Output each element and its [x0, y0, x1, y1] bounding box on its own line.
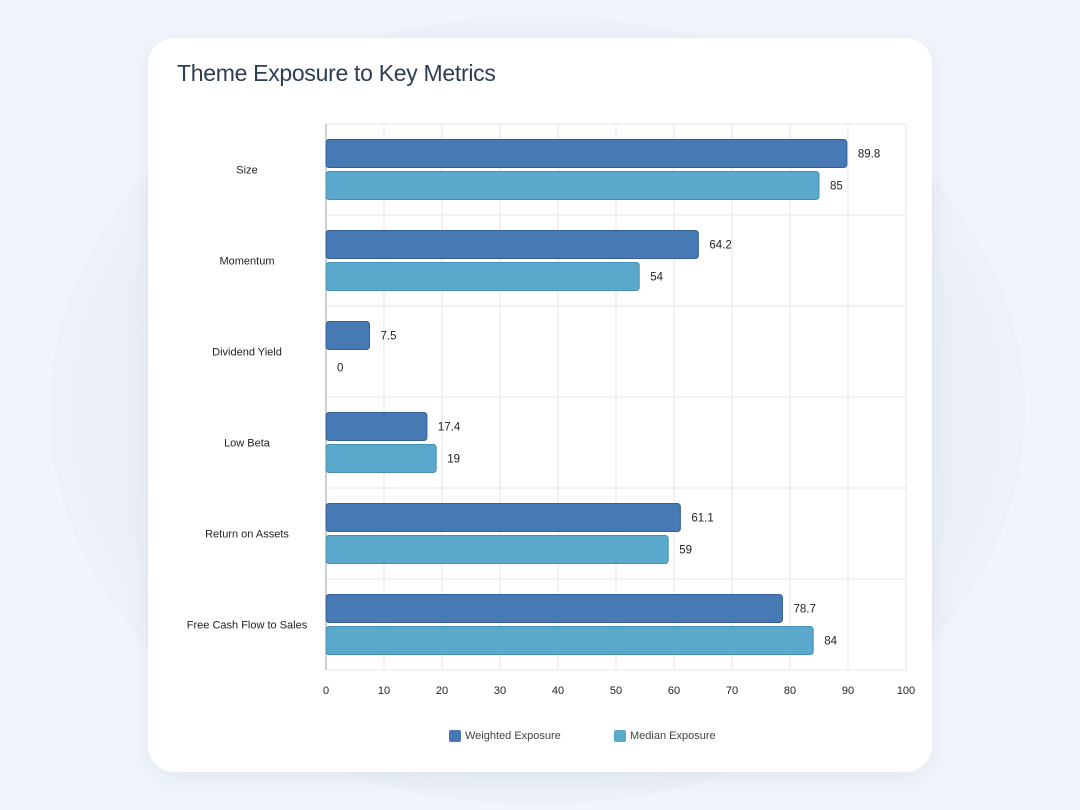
- value-label-weighted: 78.7: [793, 604, 815, 616]
- bar-median: [325, 262, 640, 291]
- chart-card: Theme Exposure to Key Metrics 0 10 20 30 40 5…: [148, 38, 932, 772]
- x-tick-label: 0: [323, 685, 329, 697]
- bar-median: [325, 626, 814, 655]
- x-tick-label: 10: [378, 685, 390, 697]
- x-tick-label: 20: [436, 685, 448, 697]
- value-label-median: 54: [650, 272, 663, 284]
- bar-median: [325, 444, 437, 473]
- category-label: Size: [236, 165, 257, 177]
- category-label: Low Beta: [224, 438, 271, 450]
- x-tick-label: 100: [897, 685, 915, 697]
- legend-swatch-weighted: [449, 730, 461, 742]
- x-tick-label: 40: [552, 685, 564, 697]
- chart-legend: Weighted Exposure Median Exposure: [148, 730, 932, 746]
- category-label: Free Cash Flow to Sales: [187, 620, 308, 632]
- value-label-median: 0: [337, 363, 343, 375]
- bar-weighted: [325, 321, 370, 350]
- category-label: Dividend Yield: [212, 347, 282, 359]
- value-label-median: 85: [830, 181, 843, 193]
- value-label-weighted: 7.5: [381, 331, 397, 343]
- x-tick-label: 60: [668, 685, 680, 697]
- bar-median: [325, 535, 669, 564]
- value-label-median: 59: [679, 545, 692, 557]
- x-tick-label: 90: [842, 685, 854, 697]
- legend-label-median: Median Exposure: [630, 730, 716, 742]
- bar-weighted: [325, 412, 428, 441]
- x-tick-label: 70: [726, 685, 738, 697]
- chart-title: Theme Exposure to Key Metrics: [177, 60, 496, 86]
- legend-swatch-median: [614, 730, 626, 742]
- legend-item-median[interactable]: Median Exposure: [614, 730, 716, 742]
- bar-weighted: [325, 594, 783, 623]
- legend-label-weighted: Weighted Exposure: [465, 730, 561, 742]
- value-label-median: 84: [824, 636, 837, 648]
- bar-weighted: [325, 230, 699, 259]
- x-tick-label: 50: [610, 685, 622, 697]
- category-label: Momentum: [219, 256, 274, 268]
- value-label-weighted: 61.1: [691, 513, 713, 525]
- bar-weighted: [325, 139, 848, 168]
- bar-chart: 0 10 20 30 40 50 60 70 80 90 100 Size 89.8 85 Momentum…: [187, 123, 915, 697]
- x-tick-label: 30: [494, 685, 506, 697]
- bar-median: [325, 171, 820, 200]
- legend-item-weighted[interactable]: Weighted Exposure: [449, 730, 561, 742]
- bar-weighted: [325, 503, 681, 532]
- value-label-weighted: 64.2: [709, 240, 731, 252]
- value-label-weighted: 17.4: [438, 422, 461, 434]
- x-tick-label: 80: [784, 685, 796, 697]
- value-label-weighted: 89.8: [858, 149, 880, 161]
- category-label: Return on Assets: [205, 529, 289, 541]
- value-label-median: 19: [447, 454, 460, 466]
